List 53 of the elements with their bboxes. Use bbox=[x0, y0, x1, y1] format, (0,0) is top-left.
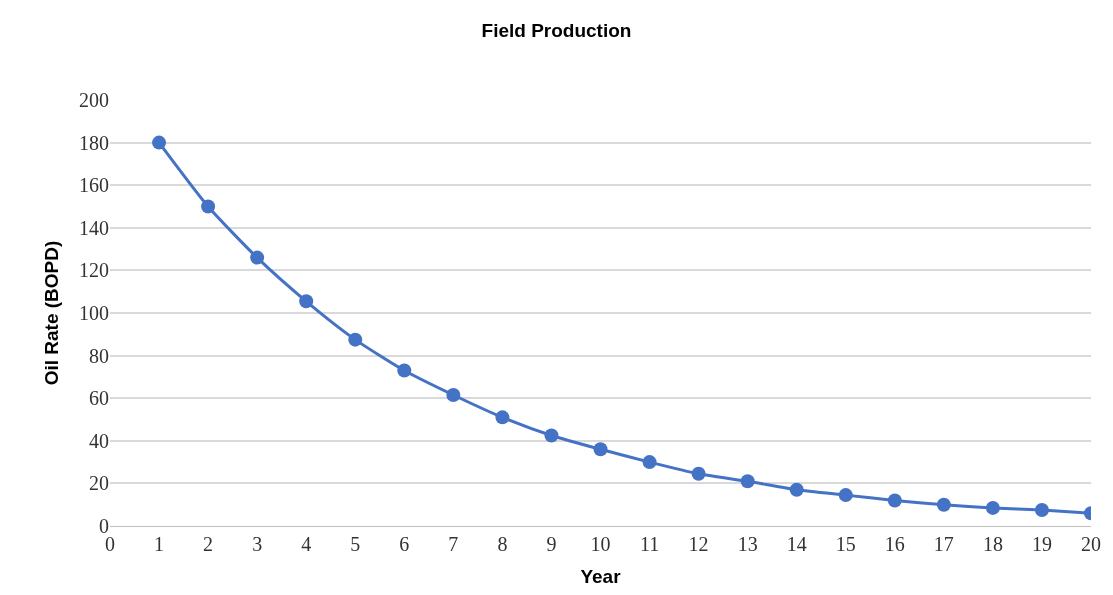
y-tick-label: 60 bbox=[89, 387, 109, 410]
x-tick-label: 3 bbox=[252, 533, 263, 555]
point bbox=[740, 474, 755, 489]
point bbox=[250, 250, 265, 265]
point bbox=[446, 388, 461, 402]
point bbox=[642, 455, 657, 470]
point bbox=[691, 466, 706, 481]
x-tick-label: 10 bbox=[590, 533, 611, 555]
point bbox=[789, 482, 804, 497]
point bbox=[985, 500, 1000, 515]
y-tick-label: 160 bbox=[79, 174, 109, 197]
x-tick-label: 8 bbox=[497, 533, 508, 555]
point bbox=[887, 493, 902, 508]
x-tick-label: 15 bbox=[835, 533, 856, 555]
x-tick-label: 19 bbox=[1031, 533, 1052, 555]
x-tick-label: 16 bbox=[884, 533, 905, 555]
x-tick-label: 20 bbox=[1081, 533, 1101, 555]
y-tick-label: 200 bbox=[79, 89, 109, 111]
point bbox=[348, 332, 363, 347]
y-tick-label: 40 bbox=[89, 429, 109, 452]
x-tick-label: 5 bbox=[350, 533, 361, 555]
x-axis-title: Year bbox=[580, 565, 622, 587]
x-tick-label: 13 bbox=[737, 533, 758, 555]
point bbox=[299, 294, 314, 309]
y-tick-label: 180 bbox=[79, 131, 109, 154]
x-tick-label: 7 bbox=[448, 533, 459, 555]
point bbox=[201, 199, 216, 214]
y-tick-label: 120 bbox=[79, 259, 109, 282]
y-tick-label: 100 bbox=[79, 302, 109, 324]
x-tick-label: 6 bbox=[399, 533, 410, 555]
x-tick-label: 18 bbox=[982, 533, 1003, 555]
point bbox=[544, 428, 559, 443]
x-tick-label: 17 bbox=[933, 533, 954, 555]
point bbox=[593, 442, 608, 457]
x-tick-label: 2 bbox=[203, 533, 214, 555]
point bbox=[1034, 503, 1049, 518]
point bbox=[495, 410, 510, 425]
point bbox=[397, 363, 412, 378]
point bbox=[936, 497, 951, 512]
y-tick-label: 0 bbox=[99, 515, 109, 537]
x-tick-label: 4 bbox=[301, 533, 312, 555]
x-tick-label: 1 bbox=[154, 533, 165, 555]
y-axis-title: Oil Rate (BOPD) bbox=[40, 240, 62, 386]
x-tick-label: 11 bbox=[639, 533, 660, 555]
y-tick-label: 140 bbox=[79, 216, 109, 239]
chart-title: Field Production bbox=[481, 20, 632, 42]
x-tick-label: 12 bbox=[688, 533, 709, 555]
y-tick-label: 80 bbox=[89, 344, 109, 367]
point bbox=[152, 135, 167, 150]
x-tick-label: 9 bbox=[546, 533, 557, 555]
point bbox=[838, 488, 853, 503]
x-tick-label: 14 bbox=[786, 533, 807, 555]
y-tick-label: 20 bbox=[89, 472, 109, 495]
